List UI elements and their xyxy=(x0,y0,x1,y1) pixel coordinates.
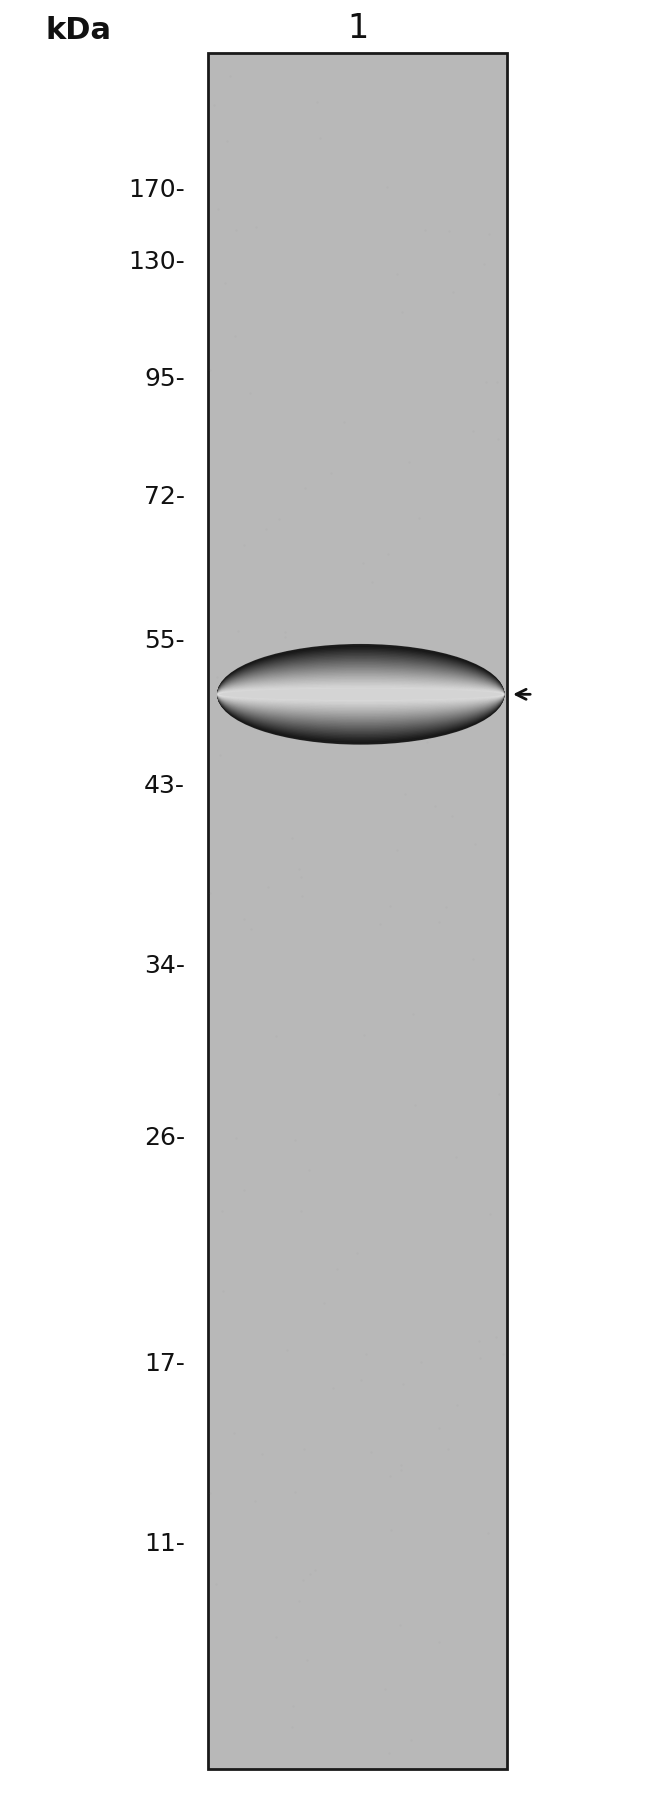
Ellipse shape xyxy=(218,646,504,744)
Ellipse shape xyxy=(218,688,504,702)
Ellipse shape xyxy=(218,662,504,727)
Ellipse shape xyxy=(218,675,504,715)
Text: 170-: 170- xyxy=(129,177,185,202)
Ellipse shape xyxy=(218,646,504,744)
Ellipse shape xyxy=(218,653,504,736)
Ellipse shape xyxy=(218,682,504,708)
Text: 34-: 34- xyxy=(144,953,185,978)
Ellipse shape xyxy=(218,670,504,720)
Ellipse shape xyxy=(218,659,504,731)
Text: 1: 1 xyxy=(347,13,368,45)
Ellipse shape xyxy=(218,652,504,738)
Text: 11-: 11- xyxy=(144,1531,185,1556)
Ellipse shape xyxy=(218,671,504,718)
Text: 55-: 55- xyxy=(144,628,185,653)
Ellipse shape xyxy=(218,688,504,702)
Ellipse shape xyxy=(218,653,504,736)
Text: 95-: 95- xyxy=(144,366,185,392)
Ellipse shape xyxy=(218,673,504,717)
Ellipse shape xyxy=(218,657,504,733)
Text: 43-: 43- xyxy=(144,773,185,798)
Ellipse shape xyxy=(218,671,504,718)
Text: kDa: kDa xyxy=(45,16,111,45)
Ellipse shape xyxy=(218,686,504,704)
Ellipse shape xyxy=(218,668,504,722)
Ellipse shape xyxy=(218,680,504,709)
Text: 130-: 130- xyxy=(129,249,185,274)
Ellipse shape xyxy=(218,679,504,711)
Ellipse shape xyxy=(218,650,504,740)
Text: 72-: 72- xyxy=(144,484,185,509)
Ellipse shape xyxy=(218,661,504,729)
Ellipse shape xyxy=(218,655,504,735)
Ellipse shape xyxy=(218,662,504,727)
FancyBboxPatch shape xyxy=(208,54,507,1769)
Text: 26-: 26- xyxy=(144,1125,185,1150)
Ellipse shape xyxy=(218,677,504,713)
Ellipse shape xyxy=(218,666,504,724)
Ellipse shape xyxy=(218,679,504,711)
Ellipse shape xyxy=(218,664,504,726)
Text: 17-: 17- xyxy=(144,1350,185,1375)
Ellipse shape xyxy=(218,684,504,706)
Ellipse shape xyxy=(218,648,504,742)
